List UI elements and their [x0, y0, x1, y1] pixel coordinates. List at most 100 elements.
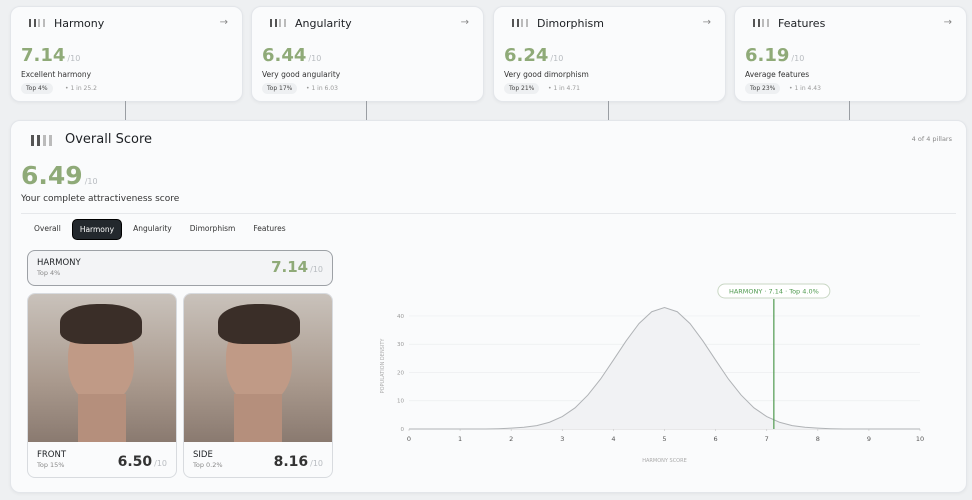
tab[interactable]: Dimorphism [189, 224, 236, 233]
icon-bar [512, 19, 515, 28]
connector [849, 101, 850, 120]
overall-subtitle: Your complete attractiveness score [21, 194, 180, 204]
pillar-icon [31, 135, 53, 146]
out-of: /10 [550, 54, 564, 63]
icon-bar [283, 19, 286, 28]
score-row: 6.24/10 [504, 45, 563, 66]
tab[interactable]: Features [253, 224, 286, 233]
pillar-icon [270, 19, 286, 28]
top-pill: Top 23% [745, 83, 781, 94]
photo [184, 294, 332, 442]
icon-bar [33, 19, 36, 28]
score-row: 7.14/10 [271, 257, 323, 276]
score: 6.19 [745, 45, 790, 66]
icon-bar [274, 19, 277, 28]
pillar-icon [512, 19, 528, 28]
connector [608, 101, 609, 120]
icon-bar [270, 19, 273, 28]
card-title: Features [778, 17, 826, 30]
rarity: • 1 in 4.71 [548, 85, 580, 92]
selected-name: HARMONY [37, 258, 81, 268]
photo-top: Top 15% [37, 461, 65, 469]
card-arrow[interactable]: → [702, 17, 711, 28]
out-of: /10 [308, 54, 322, 63]
score-row: 6.50/10 [118, 451, 167, 470]
score-row: 7.14/10 [21, 45, 80, 66]
icon-bar [525, 19, 528, 28]
score: 6.50 [117, 454, 153, 470]
card-label: Very good angularity [262, 70, 341, 79]
tab[interactable]: Harmony [71, 219, 123, 240]
icon-bar [757, 19, 760, 28]
icon-bar [753, 19, 756, 28]
rarity: • 1 in 4.43 [789, 85, 821, 92]
rarity: • 1 in 6.03 [306, 85, 338, 92]
connector [366, 101, 367, 120]
photo-top: Top 0.2% [193, 461, 223, 469]
score: 6.24 [504, 45, 549, 66]
score: 8.16 [273, 454, 309, 470]
score-row: 6.19/10 [745, 45, 804, 66]
icon-bar [766, 19, 769, 28]
overall-panel: Overall Score 4 of 4 pillars 6.49/10 Your c… [10, 120, 967, 493]
tab-bar: Overall Harmony Angularity Dimorphism Featur… [27, 219, 293, 240]
pillar-card[interactable]: Harmony → 7.14/10 Excellent harmony Top 4% • … [10, 6, 243, 102]
photo-card: FRONT Top 15% 6.50/10 [27, 293, 177, 478]
icon-bar [521, 19, 524, 28]
icon-bar [29, 19, 32, 28]
score: 6.44 [262, 45, 307, 66]
icon-bar [43, 135, 46, 146]
divider [21, 213, 956, 214]
score: 7.14 [21, 45, 66, 66]
score: 6.49 [21, 161, 83, 190]
out-of: /10 [310, 265, 323, 274]
icon-bar [38, 19, 41, 28]
pillar-card[interactable]: Features → 6.19/10 Average features Top 23% •… [734, 6, 967, 102]
icon-bar [31, 135, 34, 146]
icon-bar [762, 19, 765, 28]
score-row: 6.49/10 [21, 161, 98, 190]
hair [60, 304, 142, 344]
pillar-icon [753, 19, 769, 28]
pillars-count: 4 of 4 pillars [911, 135, 952, 143]
out-of: /10 [67, 54, 81, 63]
card-label: Average features [745, 70, 810, 79]
icon-bar [42, 19, 45, 28]
out-of: /10 [791, 54, 805, 63]
card-arrow[interactable]: → [943, 17, 952, 28]
pillar-card[interactable]: Dimorphism → 6.24/10 Very good dimorphism To… [493, 6, 726, 102]
neck [78, 394, 126, 442]
selected-pillar: HARMONY Top 4% 7.14/10 [27, 250, 333, 286]
photo [28, 294, 176, 442]
card-label: Excellent harmony [21, 70, 92, 79]
pillar-card[interactable]: Angularity → 6.44/10 Very good angularity To… [251, 6, 484, 102]
out-of: /10 [154, 459, 167, 468]
photo-label: FRONT [37, 450, 67, 460]
overall-title: Overall Score [65, 132, 153, 147]
top-pill: Top 17% [262, 83, 298, 94]
icon-bar [37, 135, 40, 146]
photo-label: SIDE [193, 450, 213, 460]
photo-card: SIDE Top 0.2% 8.16/10 [183, 293, 333, 478]
icon-bar [279, 19, 282, 28]
card-title: Angularity [295, 17, 352, 30]
tab[interactable]: Overall [34, 224, 61, 233]
icon-bar [516, 19, 519, 28]
out-of: /10 [84, 177, 98, 186]
connector [125, 101, 126, 120]
top-pill: Top 4% [21, 83, 53, 94]
card-title: Dimorphism [537, 17, 604, 30]
rarity: • 1 in 25.2 [65, 85, 97, 92]
icon-bar [49, 135, 52, 146]
card-label: Very good dimorphism [504, 70, 589, 79]
card-title: Harmony [54, 17, 105, 30]
card-arrow[interactable]: → [460, 17, 469, 28]
score: 7.14 [271, 258, 309, 276]
hair [218, 304, 300, 344]
score-row: 6.44/10 [262, 45, 321, 66]
neck [234, 394, 282, 442]
card-arrow[interactable]: → [219, 17, 228, 28]
tab[interactable]: Angularity [133, 224, 172, 233]
selected-top: Top 4% [37, 269, 61, 277]
